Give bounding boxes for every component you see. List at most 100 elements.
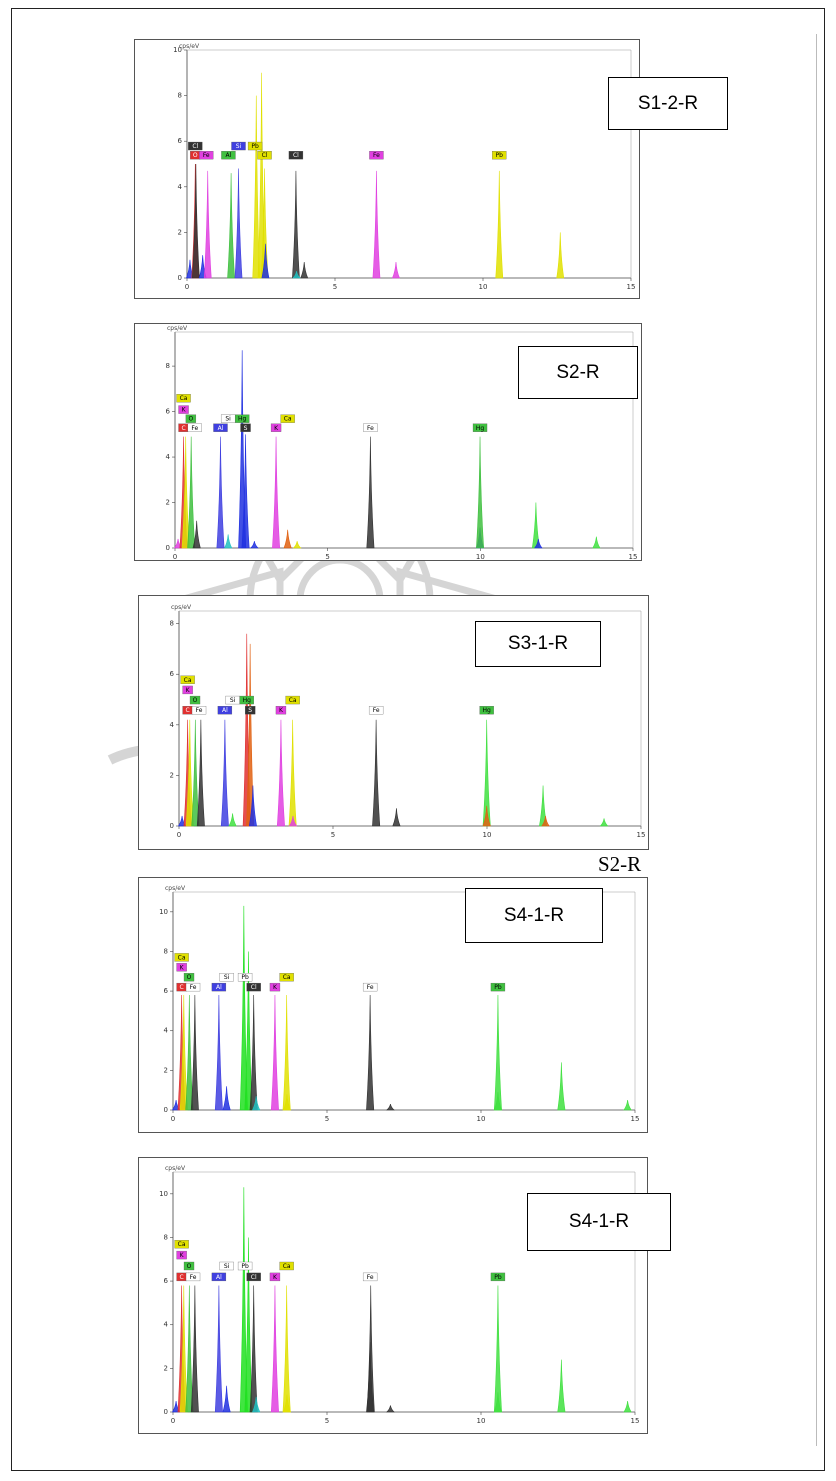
spectrum-peak	[557, 1062, 566, 1111]
spectrum-peak	[252, 95, 261, 279]
element-tag-bg	[270, 423, 282, 432]
spectrum-peak	[181, 436, 190, 549]
spectrum-peak	[282, 1285, 291, 1413]
element-tag: Si	[219, 973, 234, 982]
y-tick-label: 0	[164, 1106, 168, 1114]
spectrum-peak	[179, 995, 188, 1111]
element-tag: K	[269, 1272, 281, 1282]
element-tag: S	[244, 706, 256, 715]
spectrum-panel-5: cps/eV 0 2 4 6 8 10 0 5 10 15 Ca K O C Fe Al Si Pb Cl K Ca Fe P…	[138, 1157, 671, 1434]
spectrum-peak	[366, 995, 375, 1111]
element-tag-text: Pb	[241, 1263, 249, 1270]
spectrum-peak	[249, 541, 259, 549]
element-tag-text: K	[186, 687, 191, 694]
element-tag-bg	[490, 1272, 506, 1282]
y-tick-label: 6	[170, 670, 175, 678]
spectrum-peak	[246, 643, 255, 827]
element-tag: Fe	[363, 423, 378, 432]
element-tag: K	[178, 405, 189, 414]
element-tag: Ca	[174, 1240, 189, 1249]
element-tag: Al	[213, 423, 228, 432]
element-tag-text: Pb	[494, 1274, 502, 1281]
y-tick-label: 4	[170, 721, 175, 729]
y-tick-label: 4	[164, 1027, 169, 1035]
spectrum-peak	[214, 995, 223, 1111]
spectrum-peak	[214, 1285, 223, 1413]
spectrum-peak	[216, 436, 225, 549]
x-tick-label: 15	[631, 1417, 640, 1425]
spectrum-peak	[196, 719, 205, 827]
element-tag: O	[189, 695, 201, 705]
spectrum-peak	[385, 1405, 395, 1413]
spectrum-peak	[476, 436, 485, 549]
spectrum-peak	[556, 232, 565, 279]
element-tag-text: Hg	[476, 425, 485, 432]
element-tag-text: K	[273, 984, 278, 991]
y-tick-label: 10	[159, 908, 168, 916]
element-tag: Fe	[368, 706, 384, 715]
element-tag-text: Si	[236, 143, 242, 150]
element-tag: Cl	[188, 141, 203, 151]
element-tag: C	[176, 982, 187, 992]
element-tag-text: Fe	[190, 984, 197, 991]
element-tag-bg	[240, 423, 251, 432]
element-tag: Ca	[280, 414, 295, 423]
element-tag: K	[182, 685, 193, 695]
spectrum-peak	[372, 170, 381, 279]
spectrum-peak	[251, 1096, 261, 1111]
element-tag-bg	[174, 953, 189, 962]
y-tick-label: 8	[164, 947, 168, 955]
element-tag-text: Cl	[293, 152, 299, 159]
element-tag: Cl	[246, 1272, 261, 1282]
spectrum-peak	[282, 1394, 292, 1413]
spectrum-panel-4: cps/eV 0 2 4 6 8 10 0 5 10 15 Ca K O C Fe Al Si Pb Cl K Ca Fe P…	[138, 877, 648, 1133]
element-tag-bg	[176, 394, 191, 403]
x-tick-label: 5	[333, 283, 337, 291]
spectrum-peak	[244, 951, 253, 1111]
element-tag-bg	[269, 1272, 281, 1282]
spectrum-peak	[366, 436, 375, 549]
sample-name-box: S4-1-R	[527, 1193, 671, 1251]
element-tag-text: Al	[216, 1274, 222, 1281]
element-tag-bg	[231, 141, 246, 151]
element-tag-text: Cl	[192, 143, 198, 150]
sample-name-box: S2-R	[518, 346, 638, 399]
element-tag-bg	[219, 1261, 234, 1271]
spectrum-peak	[283, 529, 292, 549]
element-tag-text: Fe	[196, 707, 203, 714]
spectrum-peak	[222, 1385, 231, 1413]
y-tick-label: 0	[164, 1408, 168, 1416]
element-tag-text: Pb	[241, 974, 249, 981]
y-tick-label: 10	[159, 1190, 168, 1198]
element-tag-bg	[362, 1272, 378, 1282]
element-tag-text: O	[187, 974, 192, 981]
element-tag: Fe	[187, 423, 202, 432]
element-tag-text: K	[182, 407, 187, 414]
spectrum-panel-2: cps/eV 0 2 4 6 8 0 5 10 15 Ca K O C Fe Si Hg Al S K Ca Fe Hg S2…	[134, 323, 642, 561]
x-tick-label: 0	[185, 283, 189, 291]
element-tag-text: Al	[218, 425, 224, 432]
element-tag-text: C	[180, 984, 184, 991]
y-tick-label: 8	[170, 620, 174, 628]
element-tag-text: Fe	[367, 1274, 374, 1281]
spectrum-peak	[261, 243, 270, 279]
element-tag-bg	[191, 706, 207, 715]
element-tag-text: Hg	[243, 697, 252, 704]
spectrum-peak	[482, 719, 491, 827]
element-tag-text: Fe	[367, 425, 374, 432]
spectrum-peak	[493, 995, 502, 1111]
spectrum-peak	[288, 815, 298, 827]
spectrum-peak	[272, 436, 281, 549]
spectrum-peak	[282, 995, 291, 1111]
spectrum-peak	[270, 995, 279, 1111]
element-tag: Al	[221, 151, 236, 160]
element-tag: Fe	[185, 982, 201, 992]
spectrum-peak	[192, 520, 201, 549]
y-tick-label: 4	[166, 453, 171, 461]
x-tick-label: 15	[637, 831, 646, 839]
spectrum-peak	[185, 1285, 194, 1413]
element-tag: C	[182, 706, 193, 715]
